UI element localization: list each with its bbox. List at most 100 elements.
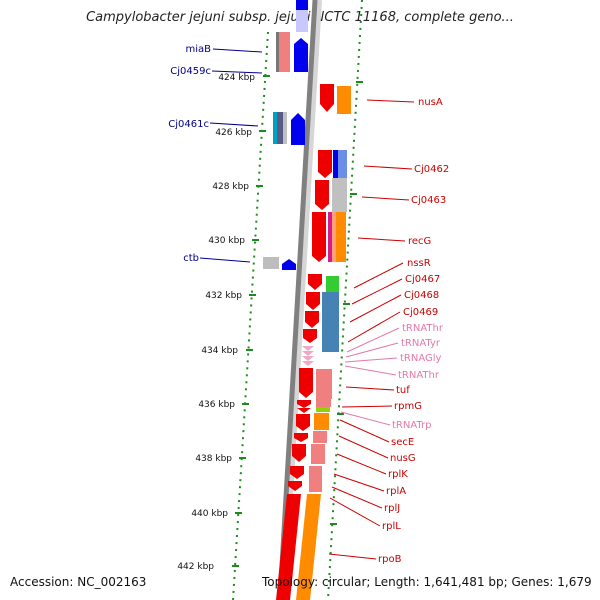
gene-arrow[interactable] — [320, 84, 334, 112]
gene-block[interactable] — [283, 112, 287, 144]
gene-arrow[interactable] — [294, 433, 308, 442]
gene-label-Cj0463[interactable]: Cj0463 — [411, 195, 446, 206]
gene-arrow[interactable] — [318, 150, 332, 178]
callout-line — [328, 553, 377, 560]
gene-label-rpoB[interactable]: rpoB — [378, 554, 402, 565]
trna-arrow[interactable] — [302, 351, 314, 356]
gene-label-rplK[interactable]: rplK — [388, 469, 408, 480]
gene-block[interactable] — [316, 407, 330, 412]
gene-label-Cj0459c[interactable]: Cj0459c — [170, 66, 211, 77]
gene-block[interactable] — [313, 431, 327, 443]
gene-label-ctb[interactable]: ctb — [183, 253, 199, 264]
trna-arrow[interactable] — [302, 356, 314, 361]
callout-line — [363, 165, 413, 170]
gene-label-trna-thr-2[interactable]: tRNAThr — [398, 370, 440, 381]
gene-label-tuf[interactable]: tuf — [396, 385, 410, 396]
gene-block[interactable] — [314, 413, 329, 430]
gene-label-Cj0461c[interactable]: Cj0461c — [168, 119, 209, 130]
gene-block[interactable] — [273, 112, 277, 144]
tick-label: 428 kbp — [212, 182, 249, 192]
trna-arrow[interactable] — [302, 346, 314, 351]
forward-genes — [263, 0, 308, 270]
gene-arrow[interactable] — [308, 274, 322, 290]
gene-arrow[interactable] — [292, 444, 306, 462]
gene-label-rplL[interactable]: rplL — [382, 521, 401, 532]
gene-block[interactable] — [277, 112, 283, 144]
gene-arrow[interactable] — [290, 466, 304, 479]
gene-block[interactable] — [278, 32, 290, 72]
gene-arrow[interactable] — [296, 414, 310, 431]
gene-label-nusA[interactable]: nusA — [418, 97, 443, 108]
gene-arrow[interactable] — [297, 408, 311, 413]
gene-arrow[interactable] — [276, 494, 301, 600]
gene-block[interactable] — [276, 32, 279, 72]
callout-line — [351, 278, 403, 305]
gene-arrow[interactable] — [288, 481, 302, 491]
gene-block[interactable] — [296, 0, 308, 10]
gene-label-rplA[interactable]: rplA — [386, 486, 406, 497]
gene-label-Cj0468[interactable]: Cj0468 — [404, 290, 439, 301]
tick-label: 434 kbp — [201, 346, 238, 356]
tick-label: 442 kbp — [177, 562, 214, 572]
gene-label-recG[interactable]: recG — [408, 236, 431, 247]
callout-line — [344, 365, 397, 376]
gene-arrow[interactable] — [312, 212, 326, 262]
tick-label: 424 kbp — [218, 73, 255, 83]
gene-arrow[interactable] — [291, 113, 305, 145]
gene-arrow[interactable] — [315, 180, 329, 210]
gene-arrow[interactable] — [282, 259, 296, 270]
callout-line — [333, 473, 385, 492]
callout-lines — [199, 48, 415, 560]
gene-label-Cj0467[interactable]: Cj0467 — [405, 274, 440, 285]
gene-block[interactable] — [263, 257, 279, 269]
gene-label-rplJ[interactable]: rplJ — [384, 503, 400, 514]
callout-line — [338, 435, 389, 459]
gene-block[interactable] — [332, 178, 347, 212]
gene-label-Cj0469[interactable]: Cj0469 — [403, 307, 438, 318]
gene-block[interactable] — [322, 292, 339, 352]
gene-label-nssR[interactable]: nssR — [407, 258, 431, 269]
gene-label-trna-trp[interactable]: tRNATrp — [392, 420, 432, 431]
callout-line — [341, 405, 393, 408]
callout-line — [344, 357, 398, 363]
gene-block[interactable] — [333, 150, 338, 178]
tick-label: 438 kbp — [195, 454, 232, 464]
callout-line — [209, 122, 259, 127]
gene-arrow[interactable] — [296, 494, 321, 600]
gene-arrow[interactable] — [303, 329, 317, 343]
gene-label-Cj0462[interactable]: Cj0462 — [414, 164, 449, 175]
gene-block[interactable] — [311, 444, 325, 464]
gene-block[interactable] — [316, 369, 332, 399]
gene-arrow[interactable] — [294, 38, 308, 72]
gene-arrow[interactable] — [306, 292, 320, 310]
callout-line — [357, 237, 406, 242]
callout-line — [349, 294, 402, 323]
backbone — [277, 0, 318, 600]
gene-block[interactable] — [332, 212, 336, 262]
gene-block[interactable] — [326, 276, 339, 292]
gene-label-miaB[interactable]: miaB — [185, 44, 211, 55]
gene-label-trna-gly[interactable]: tRNAGly — [400, 353, 442, 364]
tick-label: 436 kbp — [198, 400, 235, 410]
gene-arrow[interactable] — [299, 368, 313, 398]
gene-label-trna-tyr[interactable]: tRNATyr — [401, 338, 441, 349]
gene-label-trna-thr-1[interactable]: tRNAThr — [402, 323, 444, 334]
gene-label-nusG[interactable]: nusG — [390, 453, 416, 464]
gene-block[interactable] — [328, 212, 332, 262]
trna-arrow[interactable] — [302, 361, 314, 366]
gene-block[interactable] — [336, 212, 346, 262]
gene-block[interactable] — [337, 86, 351, 114]
topology-summary: Topology: circular; Length: 1,641,481 bp… — [262, 575, 592, 589]
gene-block[interactable] — [316, 399, 331, 407]
gene-label-secE[interactable]: secE — [391, 437, 414, 448]
gene-block[interactable] — [309, 466, 322, 492]
callout-line — [336, 453, 387, 475]
gene-arrow[interactable] — [305, 311, 319, 328]
callout-line — [366, 99, 415, 103]
callout-line — [199, 257, 251, 263]
gene-arrow[interactable] — [297, 400, 311, 408]
gene-label-rpmG[interactable]: rpmG — [394, 401, 422, 412]
gene-block[interactable] — [296, 10, 308, 32]
